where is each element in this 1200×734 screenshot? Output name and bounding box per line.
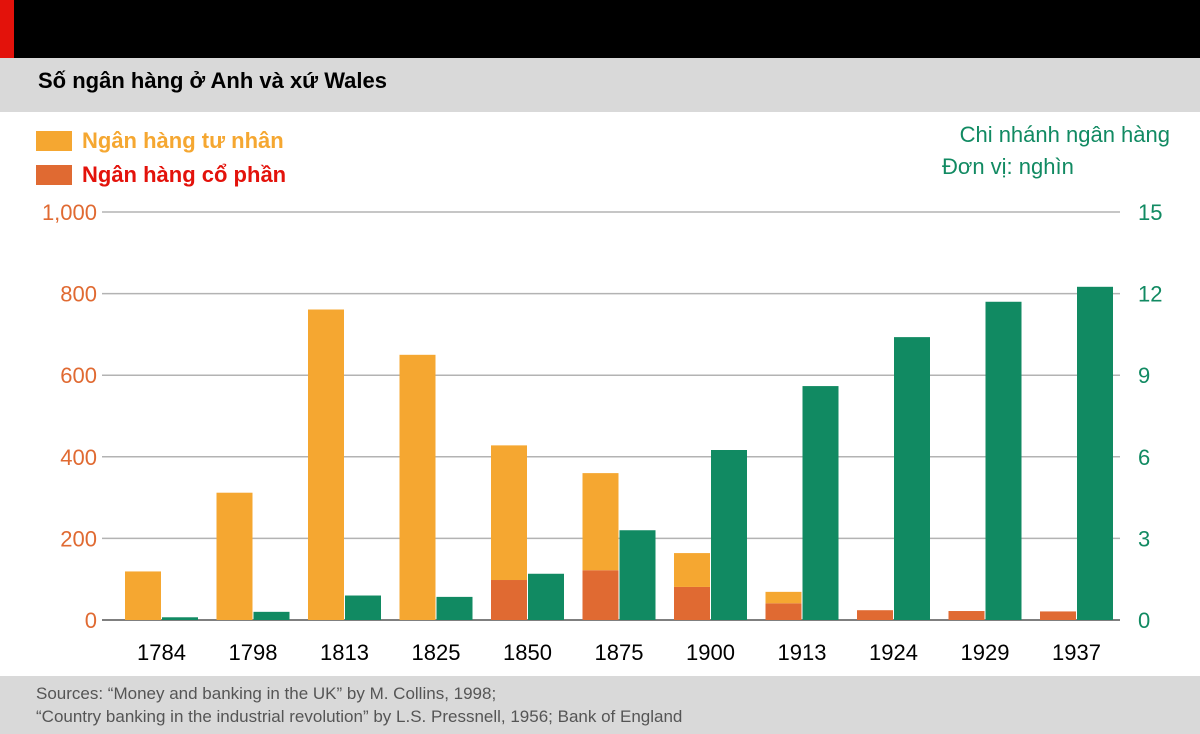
x-axis-tick-label: 1784 — [137, 640, 186, 665]
left-axis-tick-label: 0 — [85, 608, 97, 633]
legend-label-private: Ngân hàng tư nhân — [82, 128, 284, 153]
bar-private — [125, 571, 161, 620]
bar-joint-stock — [582, 570, 619, 620]
x-axis-tick-label: 1875 — [595, 640, 644, 665]
bar-private — [399, 354, 436, 620]
x-axis-tick-label: 1825 — [412, 640, 461, 665]
x-axis-tick-label: 1924 — [869, 640, 918, 665]
bar-branches — [711, 450, 747, 620]
x-axis-tick-label: 1850 — [503, 640, 552, 665]
bar-joint-stock — [948, 611, 985, 620]
right-axis-tick-label: 9 — [1138, 363, 1150, 388]
bar-private — [491, 445, 527, 581]
left-axis-tick-label: 800 — [60, 282, 97, 307]
right-axis-tick-label: 0 — [1138, 608, 1150, 633]
right-axis-note-unit: Đơn vị: nghìn — [942, 154, 1074, 179]
right-axis-tick-label: 6 — [1138, 445, 1150, 470]
x-axis-tick-label: 1798 — [229, 640, 278, 665]
x-axis-tick-label: 1937 — [1052, 640, 1101, 665]
footer-bar — [0, 676, 1200, 734]
legend-swatch-joint-stock — [36, 165, 72, 185]
bar-branches — [436, 596, 473, 620]
bar-private — [582, 473, 619, 571]
x-axis-tick-label: 1929 — [961, 640, 1010, 665]
bar-branches — [1077, 286, 1113, 620]
bar-joint-stock — [1040, 611, 1076, 620]
right-axis-tick-label: 15 — [1138, 200, 1162, 225]
bar-branches — [253, 611, 290, 620]
top-black-bar — [0, 0, 1200, 58]
legend-swatch-private — [36, 131, 72, 151]
right-axis-tick-label: 3 — [1138, 526, 1150, 551]
bar-branches — [985, 301, 1022, 620]
bar-branches — [802, 386, 839, 620]
left-axis-tick-label: 400 — [60, 445, 97, 470]
bar-private — [308, 309, 344, 620]
x-axis-tick-label: 1913 — [778, 640, 827, 665]
red-corner-mark — [0, 0, 14, 58]
bar-branches — [894, 337, 930, 620]
bar-joint-stock — [857, 610, 893, 620]
right-axis-tick-label: 12 — [1138, 282, 1162, 307]
legend-label-joint-stock: Ngân hàng cổ phần — [82, 162, 287, 187]
x-axis-tick-label: 1813 — [320, 640, 369, 665]
left-axis-tick-label: 200 — [60, 526, 97, 551]
source-line-2: “Country banking in the industrial revol… — [36, 707, 683, 726]
bar-branches — [345, 595, 381, 620]
right-axis-note-title: Chi nhánh ngân hàng — [959, 122, 1170, 147]
x-axis-tick-label: 1900 — [686, 640, 735, 665]
source-line-1: Sources: “Money and banking in the UK” b… — [36, 684, 497, 703]
bar-joint-stock — [491, 580, 527, 620]
bar-joint-stock — [765, 603, 802, 620]
bar-private — [674, 553, 710, 587]
left-axis-tick-label: 1,000 — [42, 200, 97, 225]
bar-joint-stock — [674, 586, 710, 620]
bar-branches — [162, 617, 198, 620]
bar-private — [765, 591, 802, 604]
bar-branches — [528, 573, 564, 620]
left-axis-tick-label: 600 — [60, 363, 97, 388]
title-bar — [0, 58, 1200, 112]
bar-branches — [619, 530, 656, 620]
chart-title: Số ngân hàng ở Anh và xứ Wales — [38, 68, 387, 93]
bar-private — [216, 492, 253, 620]
